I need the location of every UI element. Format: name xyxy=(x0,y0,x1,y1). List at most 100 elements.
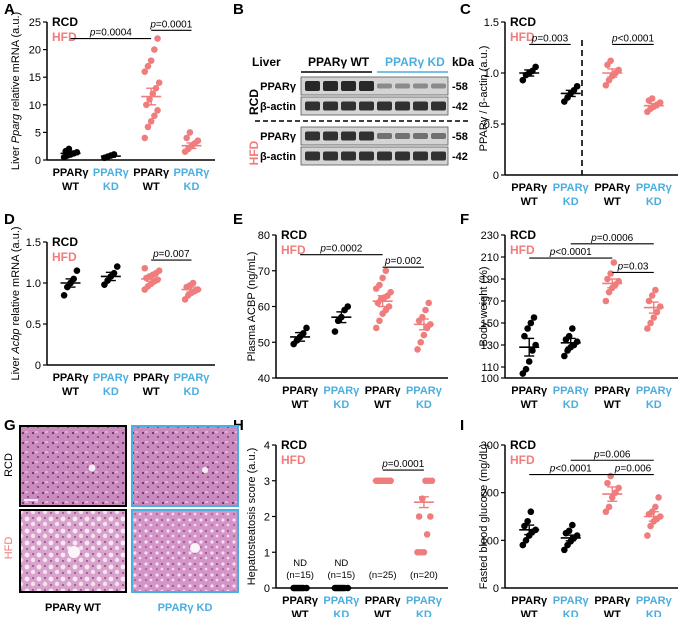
data-point-f xyxy=(656,303,664,310)
x-group-sublabel-c: KD xyxy=(646,196,662,208)
y-tick-label-a: 5 xyxy=(35,127,41,139)
x-group-label-e: PPARγ xyxy=(365,385,402,397)
data-point-d xyxy=(141,264,149,272)
data-point-i xyxy=(605,503,613,511)
data-point-e xyxy=(417,338,425,346)
data-point-i xyxy=(569,521,576,529)
data-point-a xyxy=(147,118,155,125)
x-group-label-i: PPARγ xyxy=(511,595,548,607)
x-group-sublabel-f: WT xyxy=(521,399,538,411)
data-point-f xyxy=(652,286,659,294)
x-group-label-a: PPARγ xyxy=(53,167,90,179)
data-point-i xyxy=(655,494,662,501)
blot-band xyxy=(395,151,410,161)
blot-band xyxy=(395,83,410,89)
data-point-a xyxy=(141,68,149,75)
histology-wt-rcd-vessel xyxy=(88,464,96,472)
blot-band xyxy=(323,131,338,141)
histology-wt-rcd xyxy=(19,425,127,507)
data-point-i xyxy=(647,522,654,530)
blot-band xyxy=(323,101,338,111)
x-group-label-h: PPARγ xyxy=(365,595,402,607)
histology-kd-rcd-vessel xyxy=(202,467,208,473)
panel-letter-e: E xyxy=(233,211,243,228)
y-tick-label-f: 130 xyxy=(481,340,499,352)
panel-letter-a: A xyxy=(4,1,15,18)
data-point-i xyxy=(644,532,651,539)
data-point-i xyxy=(565,527,573,535)
data-point-f xyxy=(561,352,568,360)
legend-rcd-h: RCD xyxy=(281,438,307,452)
blot-band xyxy=(323,151,338,161)
data-point-a xyxy=(144,123,152,131)
blot-kda-marker: -58 xyxy=(452,131,468,143)
x-group-sublabel-d: KD xyxy=(184,386,200,398)
x-group-label-h: PPARγ xyxy=(282,595,319,607)
data-point-e xyxy=(376,281,383,289)
legend-rcd-a: RCD xyxy=(52,15,78,29)
data-point-c xyxy=(648,95,656,102)
blot-kd-header: PPARγ KD xyxy=(385,55,445,69)
p-value-d: p=0.007 xyxy=(152,249,190,260)
histology-kd-hfd xyxy=(131,509,239,593)
data-point-d xyxy=(110,269,118,277)
y-tick-label-f: 100 xyxy=(481,373,499,385)
blot-band xyxy=(431,101,446,111)
p-value-e: p=0.002 xyxy=(384,256,422,267)
y-tick-label-i: 0 xyxy=(493,583,499,595)
chart-liver-pparg-mrna: 0 5 10 15 20 25 Liver Pparg relative mRNA (a.u… xyxy=(10,12,215,193)
x-group-sublabel-d: WT xyxy=(62,386,79,398)
data-point-c xyxy=(532,63,539,71)
data-point-f xyxy=(529,347,536,354)
x-group-sublabel-i: KD xyxy=(646,609,662,617)
chart-liver-acbp-mrna: 0 0.5 1.0 1.5 Liver Acbp relative mRNA (a.u.… xyxy=(10,226,215,398)
blot-section-hfd: HFD xyxy=(247,140,261,165)
panel-letter-i: I xyxy=(460,417,464,434)
data-point-i xyxy=(522,537,530,544)
data-point-a xyxy=(186,129,194,136)
legend-rcd-d: RCD xyxy=(52,235,78,249)
y-tick-label-f: 150 xyxy=(481,318,499,330)
x-group-label-a: PPARγ xyxy=(174,167,211,179)
data-point-i xyxy=(524,517,531,525)
blot-strip xyxy=(300,126,449,146)
data-point-a xyxy=(154,107,161,114)
blot-band xyxy=(341,151,356,161)
y-tick-label-f: 170 xyxy=(481,296,499,308)
data-point-a xyxy=(65,145,73,153)
x-group-label-f: PPARγ xyxy=(636,385,673,397)
data-point-f xyxy=(644,325,651,332)
blot-band xyxy=(377,133,392,139)
blot-band xyxy=(359,81,374,91)
x-group-sublabel-a: KD xyxy=(103,181,119,193)
y-axis-label-h: Hepatosteatosis score (a.u.) xyxy=(246,448,258,586)
blot-kda-marker: -42 xyxy=(452,151,468,163)
data-point-e xyxy=(385,303,393,310)
legend-rcd-f: RCD xyxy=(510,228,536,242)
x-group-sublabel-d: KD xyxy=(103,386,119,398)
y-tick-label-a: 15 xyxy=(29,72,41,84)
blot-band xyxy=(305,101,320,111)
y-tick-label-f: 110 xyxy=(481,362,499,374)
blot-band xyxy=(377,151,392,161)
data-point-h xyxy=(420,548,428,556)
data-point-i xyxy=(607,472,614,480)
histology-row-hfd: HFD xyxy=(3,537,15,560)
y-tick-label-d: 1.0 xyxy=(26,278,41,290)
legend-hfd-f: HFD xyxy=(510,243,535,257)
data-point-a xyxy=(141,134,149,142)
p-value-f: p<0.0001 xyxy=(549,247,592,258)
blot-kda-marker: -42 xyxy=(452,101,468,113)
p-value-a: p=0.0001 xyxy=(149,19,192,30)
blot-band xyxy=(359,101,374,111)
data-point-f xyxy=(607,270,614,277)
panel-letter-c: C xyxy=(460,1,471,18)
y-tick-label-c: 1.5 xyxy=(484,17,499,29)
annotation-nd-h: ND xyxy=(293,558,307,569)
data-point-f xyxy=(602,297,610,305)
p-value-f: p=0.0006 xyxy=(590,233,633,244)
x-group-label-d: PPARγ xyxy=(174,372,211,384)
panel-letter-b: B xyxy=(233,1,244,18)
